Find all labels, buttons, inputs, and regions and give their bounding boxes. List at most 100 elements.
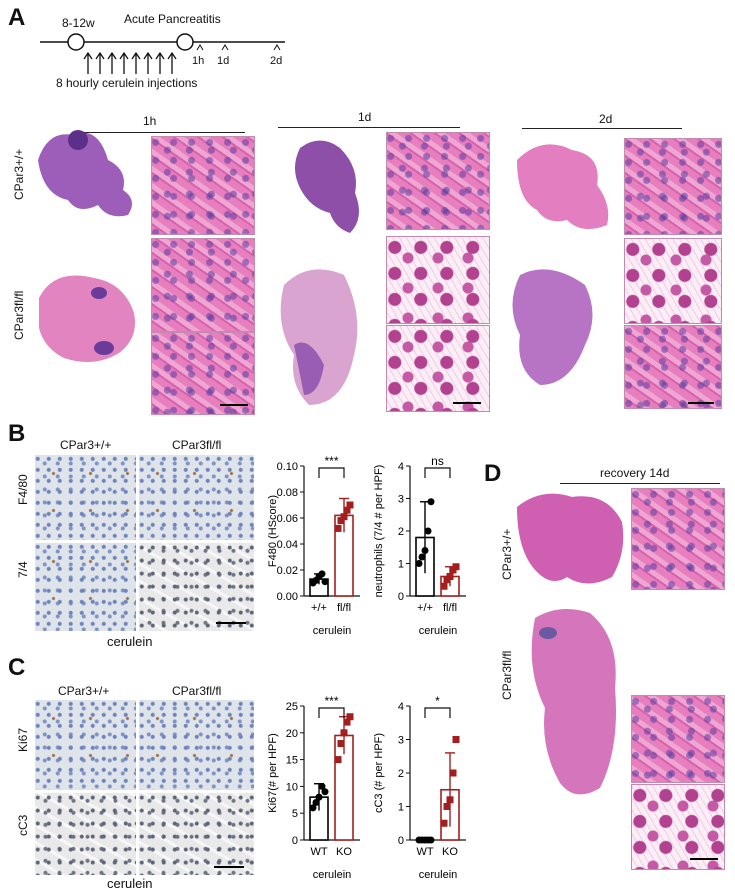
y-tick-label: 0.02: [277, 565, 298, 577]
x-axis-label: cerulein: [419, 869, 458, 881]
data-point: [343, 718, 351, 726]
micrograph-1d-ko-bottom: [386, 325, 490, 412]
y-tick-label: 15: [286, 755, 298, 767]
data-point: [312, 798, 320, 806]
chart-f480: 0.00 0.02 0.04 0.06 0.08 0.10 F480 (HScore) +/+…: [267, 454, 360, 637]
timeline-diagram: [40, 33, 285, 74]
ihc-cc3-wt: [35, 793, 136, 875]
y-tick-label: 20: [286, 728, 298, 740]
data-point: [346, 713, 354, 721]
x-tick-label: WT: [416, 846, 433, 858]
header-line-1d: [278, 127, 460, 128]
micrograph-1d-ko-top: [386, 236, 490, 324]
data-point: [334, 524, 342, 532]
timeline-injections: 8 hourly cerulein injections: [56, 76, 198, 90]
significance-bracket: [318, 707, 345, 718]
panel-label-a: A: [8, 4, 26, 31]
scale-bar-b: [216, 622, 246, 624]
header-line-1h: [82, 132, 245, 133]
micrograph-recovery-wt: [631, 488, 725, 590]
micrograph-1h-wt: [151, 136, 255, 235]
data-point: [321, 578, 329, 586]
y-tick-label: 2: [398, 768, 404, 780]
data-point: [418, 553, 426, 561]
micrograph-2d-ko-top: [624, 238, 722, 324]
injection-arrows: [83, 51, 177, 74]
y-tick-label: 0: [398, 835, 404, 847]
ihc-f480-ko: [139, 455, 254, 540]
ihc-cc3-ko: [139, 793, 254, 875]
col-label-b-wt: CPar3+/+: [60, 438, 112, 452]
data-point: [440, 819, 448, 827]
data-point: [346, 501, 354, 509]
significance-label: *: [435, 694, 440, 708]
header-1h: 1h: [143, 114, 157, 128]
y-tick-label: 0.00: [277, 591, 298, 603]
y-tick-label: 0.10: [277, 461, 298, 473]
data-point: [340, 729, 348, 737]
col-label-b-ko: CPar3fl/fl: [172, 438, 222, 452]
overview-scan-recovery-wt: [517, 493, 624, 584]
micrograph-1h-ko-top: [151, 238, 255, 332]
header-line-recovery: [560, 483, 720, 484]
data-point: [452, 563, 460, 571]
significance-bracket: [424, 467, 451, 478]
y-tick-label: 25: [286, 701, 298, 713]
y-tick-label: 3: [398, 494, 404, 506]
y-tick-label: 4: [398, 461, 404, 473]
overview-scan-1h-ko: [39, 275, 135, 362]
ihc-ki67-wt: [35, 700, 136, 790]
y-axis-label: Ki67(# per HPF): [267, 733, 279, 812]
overview-scan-1d-ko: [280, 269, 358, 405]
row-label-c-cc3: cC3: [16, 814, 30, 836]
overview-scan-2d-wt: [517, 144, 609, 229]
data-point: [340, 513, 348, 521]
ihc-74-ko: [139, 543, 254, 631]
data-point: [427, 498, 435, 506]
x-tick-label: fl/fl: [337, 602, 351, 614]
chart-cc3: 0 1 2 3 4 cC3 (# per HPF) WT KO * cerulein: [373, 694, 466, 881]
overview-scan-2d-ko: [512, 269, 593, 385]
micrograph-2d-ko-bottom: [624, 325, 722, 409]
micrograph-1d-wt: [386, 132, 490, 230]
data-point: [318, 782, 326, 790]
header-recovery: recovery 14d: [600, 466, 670, 480]
data-point: [427, 836, 435, 844]
scale-bar-c: [214, 866, 244, 868]
y-tick-label: 2: [398, 526, 404, 538]
caption-c: cerulein: [107, 876, 153, 891]
data-point: [424, 527, 432, 535]
data-point: [446, 573, 454, 580]
significance-bracket: [318, 467, 345, 478]
timeline-age: 8-12w: [62, 16, 95, 30]
y-tick-label: 0: [398, 591, 404, 603]
scale-bar-d: [690, 858, 718, 860]
data-point: [440, 582, 448, 590]
y-tick-label: 0.06: [277, 513, 298, 525]
overview-scan-1d-wt: [295, 140, 359, 233]
y-tick-label: 0.04: [277, 539, 298, 551]
data-point: [443, 803, 451, 810]
x-tick-label: +/+: [417, 602, 433, 614]
y-axis-label: F480 (HScore): [267, 495, 279, 567]
row-label-a-wt: CPar3+/+: [12, 148, 26, 200]
data-point: [337, 517, 345, 525]
data-point: [446, 796, 454, 804]
chart-neutrophils: 0 1 2 3 4 neutrophils (7/4 # per HPF) +/+ fl/fl…: [373, 454, 466, 637]
ihc-ki67-ko: [139, 700, 254, 790]
significance-label: ns: [431, 454, 444, 468]
data-point: [449, 769, 457, 777]
ihc-74-wt: [35, 543, 136, 631]
chart-ki67: 0 5 10 15 20 25 Ki67(# per HPF) WT KO *** cerulein: [267, 694, 360, 881]
timeline-time-1d: 1d: [217, 55, 230, 67]
timeline-time-1h: 1h: [192, 55, 205, 67]
x-tick-label: WT: [310, 846, 327, 858]
scale-bar-1d: [453, 402, 481, 404]
scale-bar-2d: [688, 402, 714, 404]
row-label-b-74: 7/4: [16, 561, 30, 578]
data-point: [343, 506, 351, 514]
overview-scan-recovery-ko: [531, 609, 616, 795]
significance-bracket: [424, 707, 451, 718]
data-point: [309, 804, 317, 812]
micrograph-recovery-ko-bottom: [631, 784, 725, 870]
